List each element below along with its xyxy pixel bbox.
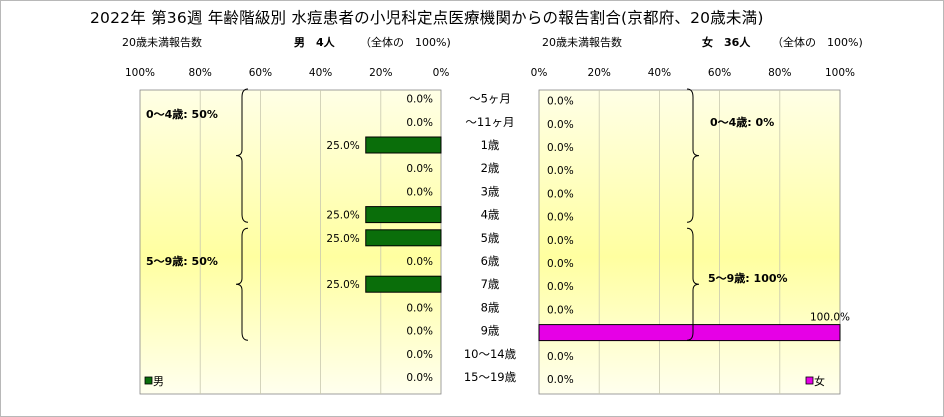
- age-category-label: 9歳: [481, 324, 500, 338]
- female-value-label: 0.0%: [547, 165, 574, 177]
- female-tick-label: 0%: [531, 67, 548, 79]
- age-category-label: 2歳: [481, 161, 500, 175]
- female-tick-label: 20%: [588, 67, 611, 79]
- male-value-label: 0.0%: [406, 94, 433, 106]
- male-overall-share: （全体の 100%): [360, 36, 451, 49]
- age-category-label: 10〜14歳: [464, 347, 517, 361]
- female-legend-label: 女: [814, 374, 825, 388]
- female-value-label: 0.0%: [547, 304, 574, 316]
- male-brace-0-4: [235, 88, 249, 223]
- female-value-label: 0.0%: [547, 212, 574, 224]
- female-overall-share: （全体の 100%): [772, 36, 863, 49]
- male-tick-label: 40%: [309, 67, 332, 79]
- male-tick-label: 20%: [369, 67, 392, 79]
- male-value-label: 0.0%: [406, 163, 433, 175]
- male-chart: 100% 80% 60% 40% 20% 0% 0.0% 0.0% 25.0% 0.0% 0.0% 2…: [125, 67, 450, 395]
- female-value-label: 0.0%: [547, 96, 574, 108]
- male-annotation-5-9: 5〜9歳: 50%: [146, 254, 218, 268]
- age-category-label: 〜5ヶ月: [469, 92, 511, 106]
- male-legend-label: 男: [153, 375, 164, 388]
- male-value-label: 25.0%: [326, 233, 359, 245]
- age-category-label: 3歳: [481, 184, 500, 198]
- female-value-label: 0.0%: [547, 142, 574, 154]
- age-category-label: 5歳: [481, 231, 500, 245]
- female-value-label: 100.0%: [810, 312, 850, 324]
- male-value-label: 0.0%: [406, 349, 433, 361]
- male-total-label: 20歳未満報告数: [122, 36, 202, 49]
- male-tick-label: 60%: [249, 67, 272, 79]
- age-category-label: 〜11ヶ月: [465, 115, 514, 129]
- male-bar: [365, 229, 442, 247]
- female-annotation-5-9: 5〜9歳: 100%: [708, 271, 788, 285]
- female-brace-0-4: [686, 88, 700, 223]
- male-value-label: 25.0%: [326, 210, 359, 222]
- male-value-label: 25.0%: [326, 279, 359, 291]
- female-brace-5-9: [686, 227, 700, 341]
- female-chart: 0% 20% 40% 60% 80% 100% 0.0% 0.0% 0.0% 0.0% 0.0% 0.…: [531, 67, 855, 395]
- female-tick-label: 40%: [648, 67, 671, 79]
- age-category-label: 4歳: [481, 208, 500, 222]
- male-value-label: 0.0%: [406, 117, 433, 129]
- female-value-label: 0.0%: [547, 351, 574, 363]
- age-category-label: 1歳: [481, 138, 500, 152]
- female-total-label: 20歳未満報告数: [542, 36, 622, 49]
- female-tick-label: 100%: [825, 67, 855, 79]
- age-category-label: 8歳: [481, 300, 500, 314]
- male-bar: [365, 275, 442, 293]
- male-value-label: 0.0%: [406, 256, 433, 268]
- male-tick-label: 0%: [433, 67, 450, 79]
- age-category-label: 15〜19歳: [464, 370, 517, 384]
- female-value-label: 0.0%: [547, 258, 574, 270]
- female-value-label: 0.0%: [547, 188, 574, 200]
- female-plot-area: [538, 89, 841, 395]
- female-value-label: 0.0%: [547, 235, 574, 247]
- male-value-label: 0.0%: [406, 372, 433, 384]
- male-tick-label: 80%: [189, 67, 212, 79]
- male-value-label: 0.0%: [406, 302, 433, 314]
- male-bar: [365, 206, 442, 224]
- male-value-label: 0.0%: [406, 186, 433, 198]
- male-legend-swatch: [144, 376, 153, 385]
- female-value-label: 0.0%: [547, 374, 574, 386]
- female-legend-swatch: [805, 376, 814, 385]
- age-category-label: 7歳: [481, 277, 500, 291]
- male-tick-label: 100%: [125, 67, 155, 79]
- male-value-label: 0.0%: [406, 326, 433, 338]
- female-tick-label: 60%: [708, 67, 731, 79]
- chart-title: 2022年 第36週 年齢階級別 水痘患者の小児科定点医療機関からの報告割合(京…: [90, 9, 764, 27]
- male-annotation-0-4: 0〜4歳: 50%: [146, 107, 218, 121]
- female-bar: [538, 324, 841, 342]
- male-bar: [365, 136, 442, 154]
- age-category-label: 6歳: [481, 254, 500, 268]
- female-value-label: 0.0%: [547, 119, 574, 131]
- female-annotation-0-4: 0〜4歳: 0%: [710, 115, 774, 129]
- male-brace-5-9: [235, 227, 249, 341]
- male-value-label: 25.0%: [326, 140, 359, 152]
- male-count: 男 4人: [294, 36, 335, 49]
- female-count: 女 36人: [702, 36, 751, 49]
- age-category-labels: 〜5ヶ月〜11ヶ月 1歳 2歳 3歳 4歳 5歳 6歳 7歳 8歳 9歳 10〜14歳 15〜19歳: [464, 92, 517, 384]
- female-tick-label: 80%: [768, 67, 791, 79]
- female-value-label: 0.0%: [547, 281, 574, 293]
